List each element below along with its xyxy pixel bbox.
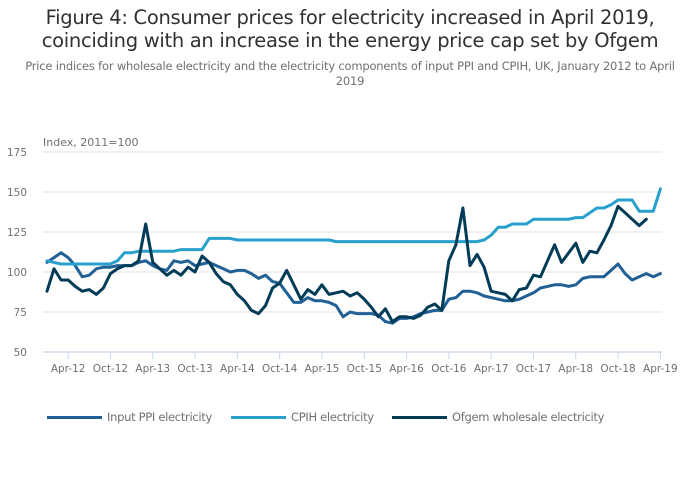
legend-swatch-cpih xyxy=(231,415,286,419)
x-tick-label: Apr-13 xyxy=(135,363,170,375)
legend-label-ofgem: Ofgem wholesale electricity xyxy=(452,410,605,424)
legend-label-input-ppi: Input PPI electricity xyxy=(107,410,212,424)
x-tick-label: Apr-19 xyxy=(643,363,678,375)
y-tick-label: 150 xyxy=(7,187,27,199)
x-tick-label: Oct-18 xyxy=(600,363,635,375)
y-tick-label: 100 xyxy=(7,267,27,279)
series-line-input-ppi xyxy=(45,251,662,325)
x-tick-label: Apr-18 xyxy=(558,363,593,375)
legend-swatch-input-ppi xyxy=(47,415,102,419)
y-tick-label: 75 xyxy=(14,307,27,319)
y-axis-ticks: 50 75 100 125 150 175 xyxy=(7,147,27,359)
line-chart: Index, 2011=100 50 75 100 125 150 175 Apr-12 O… xyxy=(7,136,678,375)
y-axis-title: Index, 2011=100 xyxy=(43,136,138,149)
x-tick-label: Apr-14 xyxy=(220,363,255,375)
legend-item-ofgem[interactable]: Ofgem wholesale electricity xyxy=(392,408,604,426)
y-tick-label: 50 xyxy=(14,347,27,359)
legend-label-cpih: CPIH electricity xyxy=(291,410,374,424)
x-tick-label: Oct-16 xyxy=(431,363,467,375)
x-axis: Apr-12 Oct-12 Apr-13 Oct-13 Apr-14 Oct-14 Apr-… xyxy=(51,352,678,375)
y-tick-label: 125 xyxy=(7,227,27,239)
x-tick-label: Apr-15 xyxy=(305,363,340,375)
y-tick-label: 175 xyxy=(7,147,27,159)
x-tick-label: Oct-17 xyxy=(516,363,551,375)
x-tick-label: Oct-13 xyxy=(177,363,212,375)
x-tick-label: Oct-14 xyxy=(262,363,298,375)
legend-item-cpih[interactable]: CPIH electricity xyxy=(231,408,374,426)
x-tick-label: Apr-17 xyxy=(474,363,509,375)
legend: Input PPI electricity CPIH electricity O… xyxy=(0,408,700,426)
x-tick-label: Apr-12 xyxy=(51,363,86,375)
series-line-ofgem xyxy=(45,204,648,324)
x-tick-label: Oct-12 xyxy=(93,363,128,375)
legend-item-input-ppi[interactable]: Input PPI electricity xyxy=(47,408,212,426)
series-lines xyxy=(45,187,662,325)
chart-title: Figure 4: Consumer prices for electricit… xyxy=(41,6,659,52)
x-tick-label: Oct-15 xyxy=(347,363,382,375)
x-tick-label: Apr-16 xyxy=(389,363,424,375)
legend-swatch-ofgem xyxy=(392,415,447,419)
chart-subtitle: Price indices for wholesale electricity … xyxy=(25,59,675,88)
